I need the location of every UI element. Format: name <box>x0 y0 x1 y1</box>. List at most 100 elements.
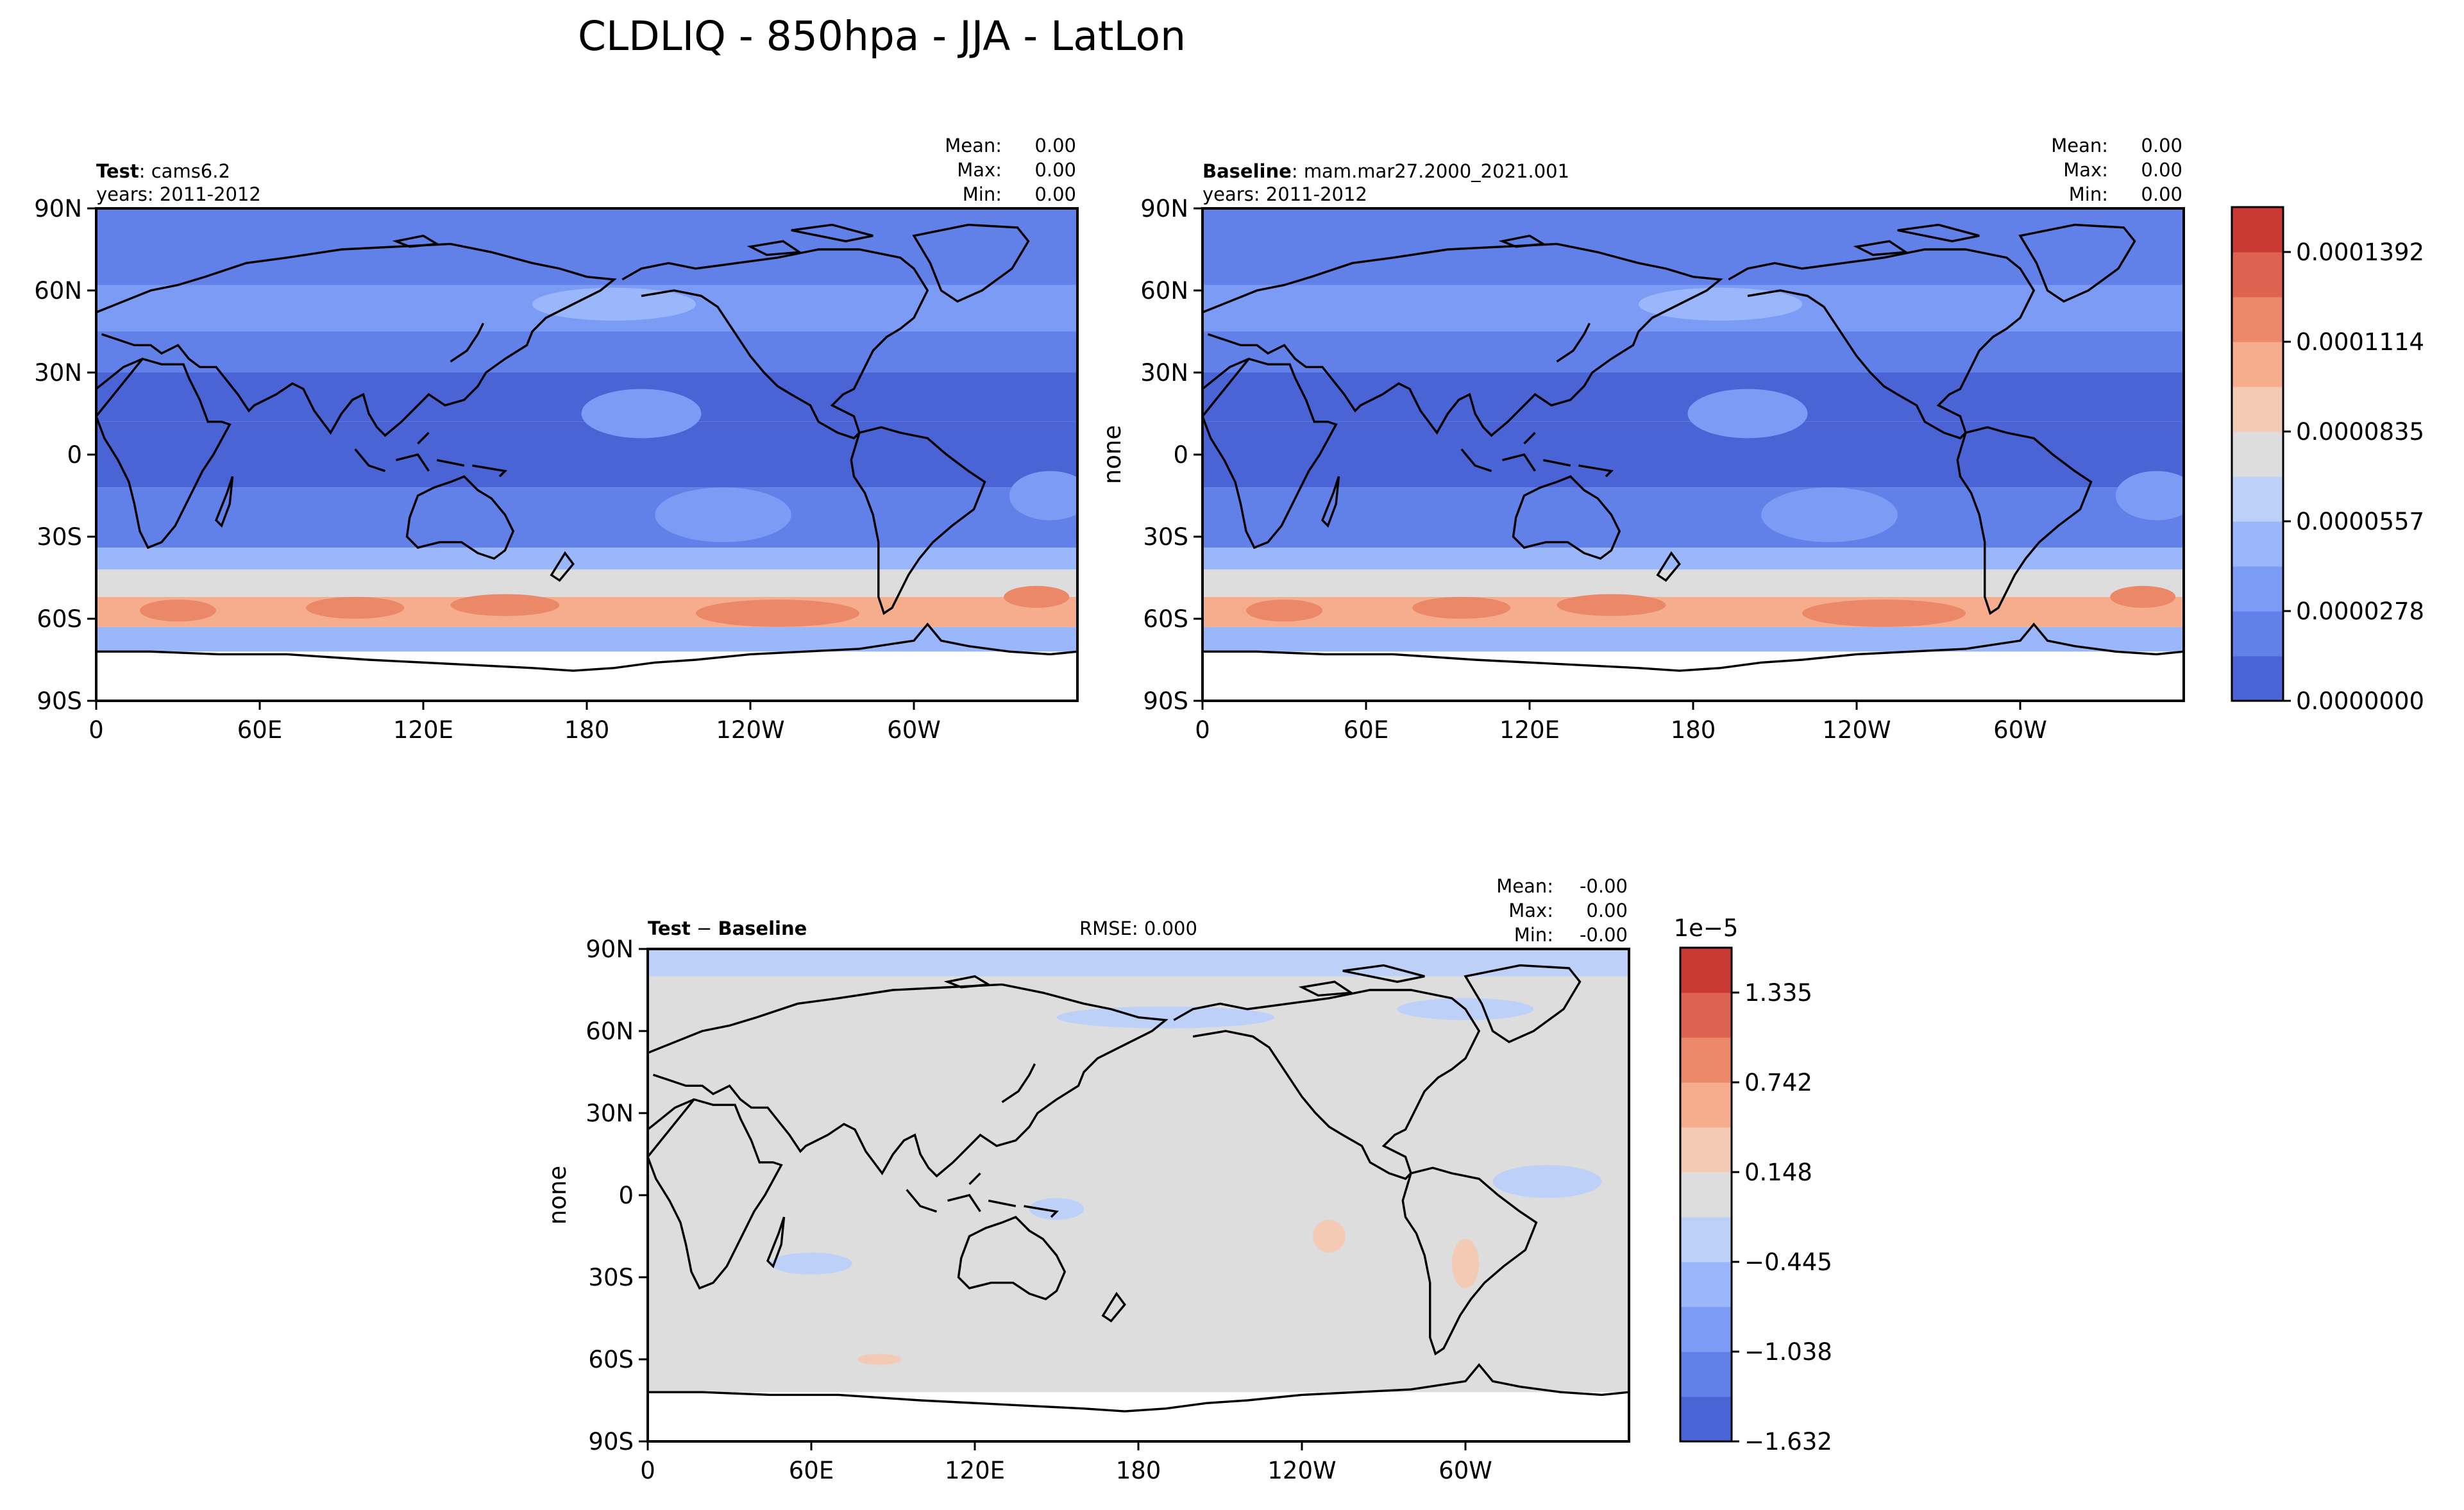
x-tick-label: 60W <box>887 716 941 744</box>
y-tick-label: 0 <box>1173 441 1188 469</box>
contour-region <box>1687 389 1808 439</box>
colorbar-tick-label: 0.0000278 <box>2296 598 2424 625</box>
y-tick-label: 60N <box>586 1018 634 1045</box>
contour-region <box>1313 1220 1346 1253</box>
stat-key: Mean: <box>1496 875 1553 897</box>
contour-band <box>96 569 1077 597</box>
contour-band <box>1202 548 2184 570</box>
panel-label-sep: : <box>139 160 151 182</box>
panel-label-bold: Test <box>648 918 691 939</box>
x-tick-label: 0 <box>1195 716 1210 744</box>
colorbar-swatch <box>1680 1082 1732 1128</box>
stat-key: Min: <box>963 183 1002 205</box>
colorbar-swatch <box>1680 993 1732 1038</box>
contour-region <box>1056 1006 1275 1028</box>
x-tick-label: 60E <box>789 1457 834 1484</box>
y-tick-label: 90S <box>37 687 82 715</box>
panel-label: Baseline: mam.mar27.2000_2021.001 <box>1202 160 1569 182</box>
contour-band <box>1202 421 2184 488</box>
contour-region <box>450 594 560 616</box>
colorbar-swatch <box>2232 521 2283 567</box>
colorbar-swatch <box>2232 387 2283 432</box>
stat-value: 0.00 <box>2141 159 2182 181</box>
contour-region <box>1246 600 1322 622</box>
x-tick-label: 0 <box>89 716 104 744</box>
contour-band <box>96 421 1077 488</box>
colorbar-swatch <box>1680 1037 1732 1083</box>
colorbar-tick-label: 0.742 <box>1744 1069 1812 1096</box>
x-tick-label: 60W <box>1439 1457 1492 1484</box>
x-tick-label: 60W <box>1993 716 2047 744</box>
x-tick-label: 120E <box>945 1457 1005 1484</box>
x-tick-label: 0 <box>640 1457 655 1484</box>
colorbar-tick-label: 0.0001114 <box>2296 328 2424 356</box>
rmse-text: RMSE: 0.000 <box>1079 918 1197 939</box>
colorbar-swatch <box>1680 948 1732 993</box>
colorbar-swatch <box>1680 1217 1732 1263</box>
colorbar-exponent: 1e−5 <box>1674 914 1739 942</box>
contour-region <box>1557 594 1666 616</box>
colorbar-frame <box>1679 946 1733 1443</box>
map-field <box>648 949 1629 1441</box>
contour-band <box>1202 626 2184 652</box>
colorbar: 0.0001392 0.0001114 0.0000835 0.0000557 0.00… <box>2231 206 2424 715</box>
stat-value: 0.00 <box>2141 135 2182 156</box>
colorbar-tick-label: 0.0000000 <box>2296 687 2424 715</box>
colorbar-tick-label: −1.038 <box>1744 1338 1832 1366</box>
colorbar-swatch <box>2232 432 2283 477</box>
y-axis-label: none <box>544 1166 571 1225</box>
contour-band <box>96 548 1077 570</box>
panel-label-rest: Baseline <box>718 918 807 939</box>
x-tick-label: 120W <box>1822 716 1891 744</box>
colorbar-tick-label: 0.148 <box>1744 1159 1812 1186</box>
stat-key: Mean: <box>2051 135 2108 156</box>
contour-band <box>96 596 1077 627</box>
colorbar-swatch <box>2232 566 2283 612</box>
map-field <box>1202 208 2184 701</box>
contour-band <box>96 651 1077 701</box>
y-tick-label: 60S <box>1143 605 1188 633</box>
colorbar-swatch <box>1680 1397 1732 1442</box>
contour-region <box>1639 287 1802 321</box>
stat-key: Mean: <box>945 135 1002 156</box>
stat-key: Min: <box>2069 183 2108 205</box>
contour-band <box>1202 596 2184 627</box>
x-tick-label: 60E <box>1344 716 1388 744</box>
contour-region <box>1412 596 1511 619</box>
contour-region <box>2110 585 2176 608</box>
panel-label: Test − Baseline <box>648 918 807 939</box>
panel-years: years: 2011-2012 <box>1202 183 1367 205</box>
contour-region <box>306 596 405 619</box>
y-tick-label: 30N <box>586 1100 634 1127</box>
colorbar-tick-label: 1.335 <box>1744 979 1812 1007</box>
colorbar-swatch <box>2232 207 2283 253</box>
contour-region <box>581 389 702 439</box>
contour-region <box>140 600 216 622</box>
stat-value: 0.00 <box>1034 135 1076 156</box>
x-tick-label: 120E <box>1499 716 1560 744</box>
y-tick-label: 60S <box>588 1346 634 1373</box>
contour-band <box>648 976 1629 1393</box>
colorbar-tick-label: 0.0000835 <box>2296 418 2424 446</box>
stat-value: -0.00 <box>1580 875 1628 897</box>
stat-key: Max: <box>2063 159 2108 181</box>
colorbar-swatch <box>2232 476 2283 522</box>
colorbar-tick-label: −1.632 <box>1744 1428 1832 1455</box>
figure-title: CLDLIQ - 850hpa - JJA - LatLon <box>578 13 1186 60</box>
x-tick-label: 60E <box>237 716 282 744</box>
x-tick-label: 120W <box>716 716 784 744</box>
colorbar-swatch <box>2232 611 2283 657</box>
colorbar-tick-label: 0.0000557 <box>2296 508 2424 535</box>
y-tick-label: 90N <box>586 935 634 963</box>
colorbar-swatch <box>1680 1262 1732 1307</box>
contour-band <box>648 1392 1629 1441</box>
contour-region <box>2115 471 2184 521</box>
stat-key: Max: <box>1508 900 1553 921</box>
contour-band <box>1202 208 2184 285</box>
contour-band <box>96 331 1077 373</box>
stat-key: Max: <box>957 159 1002 181</box>
colorbar-swatch <box>1680 1172 1732 1218</box>
